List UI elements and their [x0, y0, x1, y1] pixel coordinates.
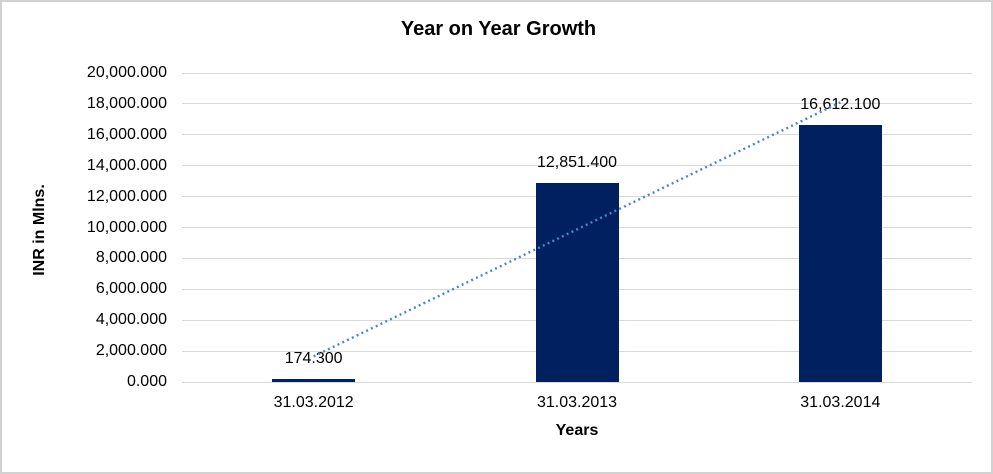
- bar: [798, 125, 882, 382]
- x-axis-tick-label: 31.03.2013: [536, 394, 618, 411]
- y-axis-tick-label: 12,000.000: [86, 187, 167, 205]
- x-axis-title: Years: [555, 422, 599, 439]
- x-axis-tick-label: 31.03.2012: [273, 394, 354, 411]
- bar: [272, 379, 356, 382]
- gridline: [182, 381, 972, 383]
- y-axis-tick-label: 18,000.000: [86, 94, 167, 112]
- y-axis-tick-label: 6,000.000: [95, 280, 167, 298]
- bar: [535, 183, 619, 382]
- bar-value-label: 12,851.400: [536, 154, 618, 172]
- y-axis-tick-label: 10,000.000: [86, 218, 167, 236]
- bar-value-label: 16,612.100: [800, 96, 881, 114]
- y-axis-tick-label: 16,000.000: [86, 125, 167, 143]
- y-axis-tick-label: 8,000.000: [95, 249, 167, 267]
- y-axis-tick-label: 0.000: [126, 373, 167, 390]
- y-axis-tick-label: 20,000.000: [86, 64, 167, 81]
- bar-value-label: 174.300: [284, 350, 343, 368]
- y-axis-tick-label: 2,000.000: [95, 342, 167, 360]
- x-axis-tick-label: 31.03.2014: [800, 394, 881, 411]
- gridline: [182, 72, 972, 74]
- y-axis-tick-label: 14,000.000: [86, 156, 167, 174]
- chart-title: Year on Year Growth: [400, 18, 597, 40]
- y-axis-tick-label: 4,000.000: [95, 311, 167, 329]
